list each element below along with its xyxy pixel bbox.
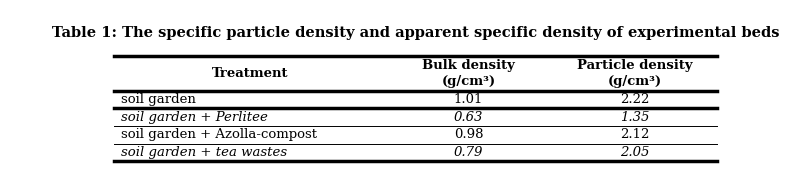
Text: Bulk density
(g/cm³): Bulk density (g/cm³) — [422, 59, 515, 88]
Text: 1.35: 1.35 — [620, 111, 649, 124]
Text: soil garden + Azolla-compost: soil garden + Azolla-compost — [121, 128, 317, 141]
Text: 2.05: 2.05 — [620, 146, 649, 159]
Text: soil garden + tea wastes: soil garden + tea wastes — [121, 146, 287, 159]
Text: 2.22: 2.22 — [620, 93, 649, 106]
Text: 0.63: 0.63 — [453, 111, 483, 124]
Text: soil garden + Perlitee: soil garden + Perlitee — [121, 111, 268, 124]
Text: soil garden: soil garden — [121, 93, 196, 106]
Text: Particle density
(g/cm³): Particle density (g/cm³) — [577, 59, 692, 88]
Text: 0.98: 0.98 — [453, 128, 483, 141]
Text: Treatment: Treatment — [212, 67, 288, 80]
Text: 2.12: 2.12 — [620, 128, 649, 141]
Text: Table 1: The specific particle density and apparent specific density of experime: Table 1: The specific particle density a… — [52, 26, 779, 40]
Text: 1.01: 1.01 — [453, 93, 483, 106]
Text: 0.79: 0.79 — [453, 146, 483, 159]
